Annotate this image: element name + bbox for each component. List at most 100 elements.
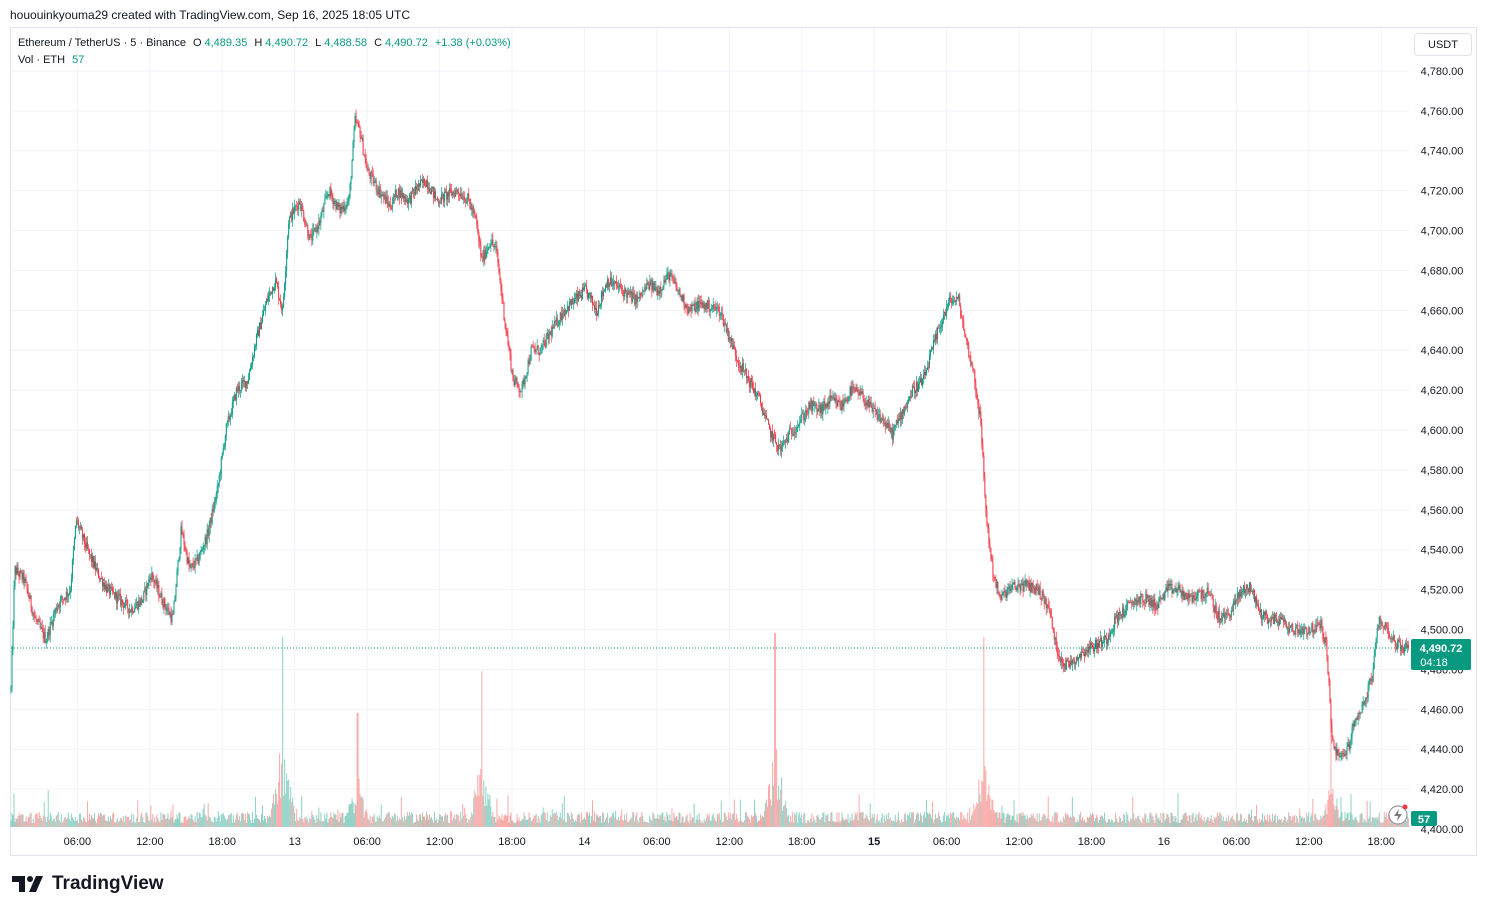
volume-bar [270, 816, 272, 827]
candle-body [1365, 697, 1367, 701]
volume-bar [329, 817, 331, 827]
candle-body [1357, 712, 1359, 720]
volume-bar [785, 800, 787, 827]
volume-bar [1043, 814, 1045, 827]
candle-body [283, 296, 285, 307]
candle-body [622, 290, 624, 291]
volume-bar [455, 819, 457, 827]
volume-bar [349, 804, 351, 827]
candle-body [386, 196, 388, 202]
candle-body [1294, 633, 1296, 635]
volume-bar [869, 803, 871, 827]
volume-bar [186, 820, 188, 827]
candle-body [1164, 590, 1166, 600]
volume-bar [462, 803, 464, 827]
volume-bar [807, 820, 809, 827]
candle-body [1296, 624, 1298, 627]
candle-body [457, 189, 459, 192]
candle-body [366, 167, 368, 171]
volume-bar [412, 823, 414, 827]
volume-bar [950, 812, 952, 827]
volume-tag[interactable]: 57 [1411, 811, 1437, 826]
candle-body [186, 551, 188, 564]
candle-body [949, 296, 951, 303]
volume-bar [480, 768, 482, 827]
volume-bar [312, 814, 314, 827]
volume-bar [1008, 815, 1010, 827]
lightning-alert-icon[interactable] [1388, 804, 1408, 825]
symbol-name[interactable]: Ethereum / TetherUS · 5 · Binance [18, 37, 186, 49]
candle-body [966, 337, 968, 341]
candle-body [1279, 618, 1281, 625]
candle-body [56, 607, 58, 611]
currency-button[interactable]: USDT [1414, 33, 1472, 56]
candle-body [286, 253, 288, 271]
candle-body [1342, 753, 1344, 754]
volume-bar [943, 815, 945, 827]
volume-bar [286, 773, 288, 827]
volume-bar [1344, 811, 1346, 827]
candle-body [645, 286, 647, 290]
candle-body [767, 418, 769, 420]
volume-bar [83, 818, 85, 827]
candle-body [470, 204, 472, 210]
volume-bar [1213, 816, 1215, 827]
volume-bar [532, 818, 534, 827]
tradingview-logo[interactable]: TradingView [12, 873, 164, 895]
candle-body [847, 397, 849, 403]
volume-bar [1171, 812, 1173, 827]
volume-bar [1165, 818, 1167, 827]
volume-bar [196, 811, 198, 827]
volume-bar [321, 821, 323, 827]
candle-body [513, 380, 515, 386]
volume-bar [381, 820, 383, 827]
volume-bar [1327, 799, 1329, 827]
candle-body [990, 547, 992, 559]
volume-bar [831, 812, 833, 827]
candle-body [418, 183, 420, 187]
candle-body [1211, 594, 1213, 600]
volume-bar [1066, 813, 1068, 827]
volume-bar [1135, 817, 1137, 827]
volume-bar [1306, 812, 1308, 827]
candle-body [435, 191, 437, 199]
volume-bar [911, 812, 913, 827]
candle-body [139, 600, 141, 606]
candle-body [1168, 583, 1170, 586]
candle-body [1326, 640, 1328, 656]
volume-bar [1341, 812, 1343, 827]
candle-body [1048, 607, 1050, 610]
volume-bar [784, 805, 786, 827]
volume-label[interactable]: Vol · ETH [18, 54, 66, 66]
x-tick-label: 15 [868, 836, 880, 848]
candle-body [685, 304, 687, 308]
volume-bar [702, 823, 704, 827]
volume-bar [383, 819, 385, 827]
volume-bar [1243, 818, 1245, 827]
candle-body [337, 202, 339, 207]
volume-bar [853, 819, 855, 827]
price-candles [10, 109, 1409, 762]
volume-bar [794, 813, 796, 827]
candle-body [1002, 592, 1004, 594]
volume-bar [342, 813, 344, 827]
candle-body [970, 356, 972, 366]
volume-bar [35, 813, 37, 827]
volume-bar [1330, 716, 1332, 827]
candle-body [1050, 611, 1052, 618]
volume-bar [594, 812, 596, 827]
change-value: +1.38 (+0.03%) [434, 37, 511, 49]
volume-bar [194, 816, 196, 827]
volume-bar [55, 815, 57, 827]
volume-bar [79, 813, 81, 827]
candle-body [968, 345, 970, 356]
candle-body [843, 403, 845, 407]
candle-body [345, 207, 347, 209]
volume-bar [1003, 812, 1005, 827]
candle-body [145, 587, 147, 595]
candle-body [630, 291, 632, 295]
candle-body [168, 608, 170, 615]
candle-body [695, 308, 697, 312]
